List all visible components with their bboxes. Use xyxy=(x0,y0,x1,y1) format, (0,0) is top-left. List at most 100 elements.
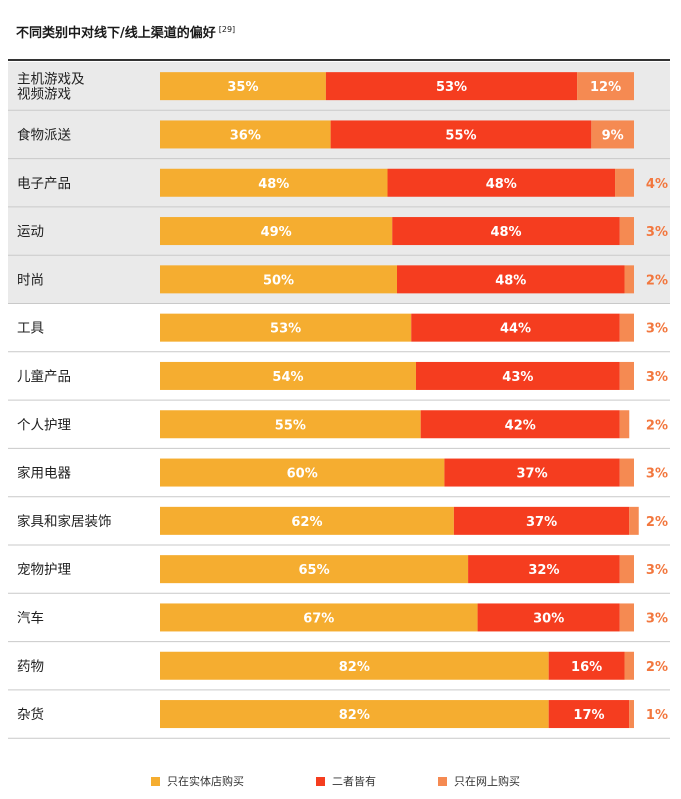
bar-segment-both xyxy=(411,313,620,342)
legend-item-offline: 只在实体店购买 xyxy=(151,773,244,789)
data-label-offline: 65% xyxy=(298,563,329,578)
category-label: 工具 xyxy=(17,321,44,337)
bar-segment-both xyxy=(415,361,620,390)
data-label-offline: 49% xyxy=(261,225,292,240)
data-label-offline: 55% xyxy=(275,418,306,433)
data-label-online: 2% xyxy=(646,273,668,288)
category-label: 个人护理 xyxy=(17,417,71,433)
data-label-online: 2% xyxy=(646,515,668,530)
category-label: 时尚 xyxy=(17,272,44,288)
bar-segment-online xyxy=(619,410,630,439)
bar-segment-online xyxy=(619,603,634,632)
bar-segment-both xyxy=(444,458,620,487)
data-label-online: 3% xyxy=(646,370,668,385)
category-label: 主机游戏及视频游戏 xyxy=(17,72,85,103)
bar-segment-online xyxy=(615,168,634,197)
bar-segment-both xyxy=(397,265,625,294)
bar-segment-both xyxy=(420,410,620,439)
data-label-both: 42% xyxy=(505,418,536,433)
bar-segment-offline xyxy=(160,603,478,632)
data-label-both: 48% xyxy=(486,177,517,192)
bar-segment-offline xyxy=(160,700,549,729)
bar-segment-online xyxy=(619,555,634,584)
data-label-both: 53% xyxy=(436,80,467,95)
category-label: 儿童产品 xyxy=(17,368,71,385)
category-label: 家用电器 xyxy=(17,465,71,482)
data-label-offline: 53% xyxy=(270,322,301,337)
data-label-offline: 82% xyxy=(339,660,370,675)
legend-label-both: 二者皆有 xyxy=(332,775,376,788)
data-label-both: 32% xyxy=(528,563,559,578)
category-label: 药物 xyxy=(17,659,44,675)
bar-segment-online xyxy=(577,72,634,101)
title-rule xyxy=(8,59,670,61)
legend-swatch-both xyxy=(316,776,325,786)
data-label-online: 3% xyxy=(646,467,668,482)
chart-title-text: 不同类别中对线下/线上渠道的偏好 xyxy=(16,26,216,41)
data-label-online: 9% xyxy=(602,128,624,143)
bar-segment-online xyxy=(619,217,634,246)
data-label-both: 44% xyxy=(500,322,531,337)
bar-segment-offline xyxy=(160,458,445,487)
bar-segment-offline xyxy=(160,217,393,246)
stacked-bar-chart: 主机游戏及视频游戏 35% 53% 12% 食物派送 36% 55% 9% 电子产品 48% 48%… xyxy=(8,62,670,739)
bar-segment-both xyxy=(477,603,620,632)
bar-segment-both xyxy=(548,651,625,680)
data-label-offline: 82% xyxy=(339,708,370,723)
data-label-online: 2% xyxy=(646,418,668,433)
chart-title: 不同类别中对线下/线上渠道的偏好 [29] xyxy=(16,22,235,41)
data-label-online: 1% xyxy=(646,708,668,723)
category-label: 宠物护理 xyxy=(17,562,71,578)
data-label-online: 4% xyxy=(646,177,668,192)
legend-swatch-offline xyxy=(151,776,160,786)
legend-label-online: 只在网上购买 xyxy=(454,775,520,788)
data-label-both: 55% xyxy=(445,128,476,143)
category-label: 运动 xyxy=(17,224,44,240)
data-label-offline: 67% xyxy=(303,611,334,626)
bar-segment-both xyxy=(548,700,630,729)
data-label-offline: 35% xyxy=(227,80,258,95)
data-label-both: 37% xyxy=(517,467,548,482)
bar-segment-offline xyxy=(160,72,326,101)
bar-segment-both xyxy=(453,506,630,535)
bar-segment-offline xyxy=(160,313,412,342)
bar-segment-offline xyxy=(160,651,549,680)
data-label-both: 37% xyxy=(526,515,557,530)
category-label: 家具和家居装饰 xyxy=(17,513,112,530)
legend-swatch-online xyxy=(438,776,447,786)
bar-segment-online xyxy=(629,506,639,535)
data-label-both: 43% xyxy=(502,370,533,385)
bar-segment-online xyxy=(619,458,634,487)
category-label: 杂货 xyxy=(17,706,44,723)
chart-legend: 只在实体店购买 二者皆有 只在网上购买 xyxy=(0,773,681,789)
bar-segment-both xyxy=(392,217,620,246)
bar-segment-both xyxy=(325,72,578,101)
bar-segment-offline xyxy=(160,506,454,535)
data-label-online: 2% xyxy=(646,660,668,675)
data-label-both: 30% xyxy=(533,611,564,626)
data-label-offline: 62% xyxy=(291,515,322,530)
bar-segment-offline xyxy=(160,168,388,197)
bar-segment-offline xyxy=(160,120,331,149)
bar-segment-offline xyxy=(160,265,397,294)
bar-segment-offline xyxy=(160,361,416,390)
bar-segment-offline xyxy=(160,555,469,584)
data-label-online: 3% xyxy=(646,611,668,626)
category-label: 电子产品 xyxy=(17,176,71,192)
data-label-offline: 50% xyxy=(263,273,294,288)
data-label-both: 17% xyxy=(573,708,604,723)
legend-item-online: 只在网上购买 xyxy=(438,773,520,789)
category-label: 食物派送 xyxy=(17,126,71,143)
data-label-both: 16% xyxy=(571,660,602,675)
bar-segment-both xyxy=(387,168,616,197)
data-label-offline: 60% xyxy=(287,467,318,482)
data-label-both: 48% xyxy=(490,225,521,240)
bar-segment-online xyxy=(624,651,634,680)
legend-label-offline: 只在实体店购买 xyxy=(167,775,244,788)
bar-segment-online xyxy=(591,120,634,149)
data-label-online: 3% xyxy=(646,225,668,240)
bar-segment-online xyxy=(629,700,634,729)
bar-segment-offline xyxy=(160,410,421,439)
bar-segment-online xyxy=(619,361,634,390)
data-label-offline: 36% xyxy=(230,128,261,143)
